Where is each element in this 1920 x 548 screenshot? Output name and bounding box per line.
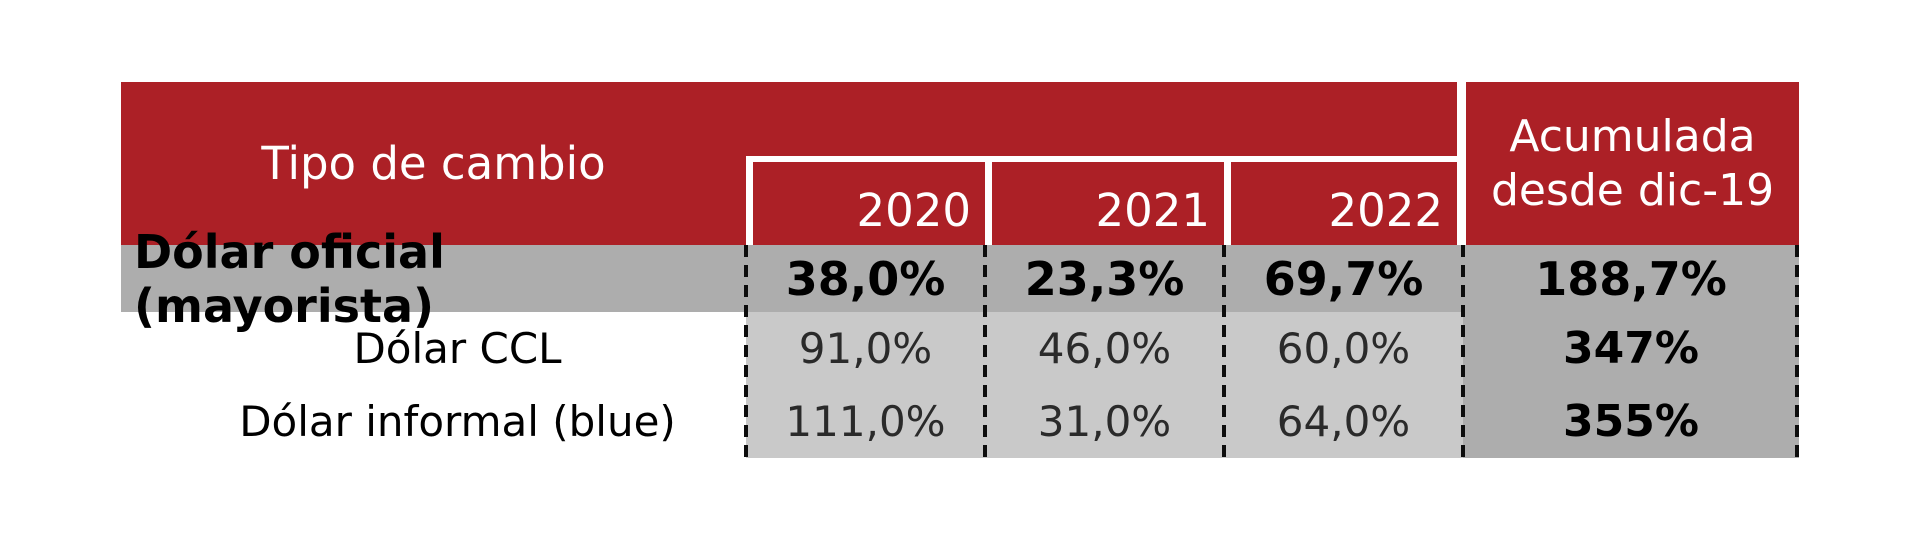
table-row-dolar-ccl: Dólar CCL 91,0% 46,0% 60,0% 347% xyxy=(121,312,1799,385)
year-header-2022: 2022 xyxy=(1224,162,1457,245)
table-right-border xyxy=(1795,245,1799,458)
column-divider-labels-2020 xyxy=(744,245,748,458)
row-label: Dólar oficial (mayorista) xyxy=(134,224,445,333)
cell-2021-value: 46,0% xyxy=(1037,324,1172,373)
row-label: Dólar informal (blue) xyxy=(239,397,676,446)
accumulated-header-label: Acumulada desde dic-19 xyxy=(1490,110,1775,216)
cell-2022-value: 64,0% xyxy=(1276,397,1411,446)
table-title: Tipo de cambio xyxy=(261,137,606,190)
cell-2021-value: 23,3% xyxy=(1024,251,1185,306)
column-divider-2021-2022 xyxy=(1222,245,1226,458)
accumulated-header-cell: Acumulada desde dic-19 xyxy=(1466,82,1799,245)
cell-accumulated-value: 355% xyxy=(1563,396,1699,447)
cell-2021-value: 31,0% xyxy=(1037,397,1172,446)
cell-2022-value: 69,7% xyxy=(1263,251,1424,306)
cell-accumulated-value: 347% xyxy=(1563,323,1699,374)
column-divider-2020-2021 xyxy=(983,245,987,458)
year-data-background xyxy=(746,312,1463,458)
year-header-row: 2020 2021 2022 xyxy=(746,156,1457,245)
cell-2020-value: 38,0% xyxy=(785,251,946,306)
accumulated-data-background xyxy=(1463,312,1799,458)
row-label: Dólar CCL xyxy=(353,324,562,373)
cell-2020-value: 91,0% xyxy=(798,324,933,373)
cell-2020-value: 111,0% xyxy=(785,397,946,446)
cell-accumulated-value: 188,7% xyxy=(1535,251,1727,306)
table-row-dolar-oficial: Dólar oficial (mayorista) 38,0% 23,3% 69… xyxy=(121,224,1799,333)
year-header-2021: 2021 xyxy=(985,162,1224,245)
table-header-background xyxy=(121,82,1457,245)
table-row-dolar-informal: Dólar informal (blue) 111,0% 31,0% 64,0%… xyxy=(121,385,1799,458)
cell-2022-value: 60,0% xyxy=(1276,324,1411,373)
column-divider-2022-accumulated xyxy=(1461,245,1465,458)
row1-highlight-background xyxy=(121,245,1799,312)
year-header-2020: 2020 xyxy=(746,162,985,245)
